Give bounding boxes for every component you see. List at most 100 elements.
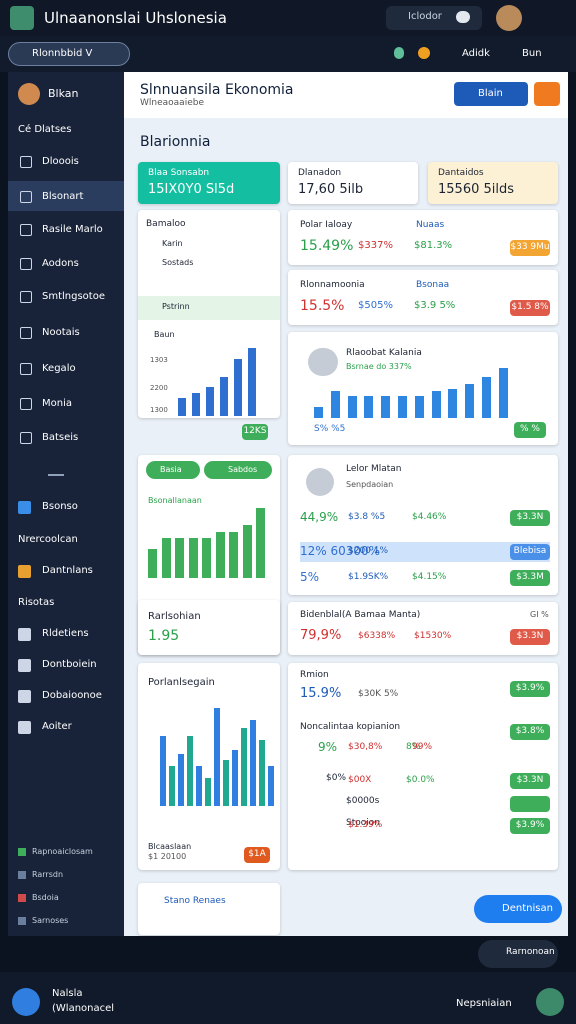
cell: $1.39%: [348, 820, 383, 830]
action[interactable]: Adidk: [462, 48, 490, 59]
bar: [431, 391, 441, 418]
app-title: Ulnaanonslai Uhslonesia: [44, 9, 227, 27]
metric-value: $3.9 5%: [414, 300, 456, 311]
action[interactable]: Bun: [522, 48, 542, 59]
badge: [510, 796, 550, 812]
badge: [510, 818, 550, 834]
metric-value: $337%: [358, 240, 393, 251]
bar: [202, 538, 211, 578]
bar: [220, 377, 228, 416]
badge-text: $1.5 8%: [511, 302, 549, 312]
nav-icon: [20, 327, 32, 339]
badge-text: $1A: [248, 849, 266, 859]
nav-item[interactable]: Rasile Marlo: [42, 224, 103, 235]
badge-text: $3.3N: [516, 775, 544, 785]
bar: [398, 396, 407, 418]
chart-label: Bsonallanaan: [148, 496, 202, 505]
workspace[interactable]: [8, 42, 130, 66]
nav-icon: [18, 501, 31, 514]
card-tag: Bsonaa: [416, 280, 450, 290]
stat-card: [428, 162, 558, 204]
metric-value: $1530%: [414, 631, 452, 641]
badge-text: $3.3N: [516, 631, 544, 641]
pill[interactable]: [204, 461, 272, 479]
legend-dot: [18, 917, 26, 925]
pill[interactable]: [146, 461, 200, 479]
bar: [259, 740, 265, 806]
nav-icon: [20, 191, 32, 203]
bar: [241, 728, 247, 806]
page-subtitle: Wlneaoaaiebe: [140, 98, 204, 108]
nav-item[interactable]: Dontboiein: [42, 659, 97, 670]
search-text: Iclodor: [408, 11, 442, 22]
bar: [256, 507, 265, 578]
cell: $0000s: [346, 796, 380, 806]
nav-item[interactable]: Monia: [42, 398, 72, 409]
bar: [250, 720, 256, 806]
nav-item[interactable]: Aoiter: [42, 721, 72, 732]
bar: [448, 389, 458, 418]
card-title: Polar Ialoay: [300, 220, 353, 230]
pill-text: Basia: [160, 465, 182, 474]
badge-text: $3.3N: [516, 512, 544, 522]
nav-item[interactable]: Rldetiens: [42, 628, 89, 639]
card-title: Stano Renaes: [164, 896, 226, 906]
cell: 12% 60300%: [300, 544, 381, 558]
badge: [510, 570, 550, 586]
bar: [206, 387, 214, 416]
nav-item[interactable]: Batseis: [42, 432, 79, 443]
nav-item[interactable]: Dobaioonoe: [42, 690, 102, 701]
section-title: Blarionnia: [140, 134, 211, 150]
metric-value: 79,9%: [300, 628, 342, 643]
pill-text: Sabdos: [228, 465, 258, 474]
card: [138, 600, 280, 655]
legend-dot: [18, 871, 26, 879]
nav-item[interactable]: Aodons: [42, 258, 79, 269]
bar: [223, 760, 229, 806]
nav-item[interactable]: Dlooois: [42, 156, 79, 167]
icon: [418, 47, 430, 59]
bar: [242, 525, 252, 578]
metric-value: 15.49%: [300, 238, 354, 254]
nav-icon: [20, 224, 32, 236]
nav-icon: [20, 291, 32, 303]
primary-button[interactable]: [454, 82, 528, 106]
bar: [196, 766, 202, 806]
axis-label: 1303: [150, 356, 168, 364]
row-highlight: [138, 296, 280, 320]
illustration: [308, 348, 338, 376]
bar: [160, 736, 166, 806]
cell: 8%: [406, 742, 421, 752]
stat-label: Dlanadon: [298, 168, 342, 178]
nav-item[interactable]: Risotas: [18, 597, 55, 608]
bar: [268, 766, 274, 806]
badge-text: Blebisa: [513, 546, 547, 556]
nav-item[interactable]: Smtlngsotoe: [42, 291, 105, 302]
nav-item[interactable]: Kegalo: [42, 363, 76, 374]
cell: 9%: [318, 740, 338, 754]
app-icon[interactable]: [12, 988, 40, 1016]
cell: $3.8 %5: [348, 512, 386, 522]
nav-item[interactable]: Bsonso: [42, 501, 78, 512]
badge: [510, 773, 550, 789]
stat-value: 15IX0Y0 Sl5d: [148, 182, 235, 197]
cell: $4.46%: [412, 512, 447, 522]
nav-item[interactable]: Nrercoolcan: [18, 534, 78, 545]
stat-value: 17,60 5ilb: [298, 182, 364, 197]
legend-dot: [18, 894, 26, 902]
illustration: [306, 468, 334, 496]
nav-item[interactable]: Dantnlans: [42, 565, 93, 576]
chart-foot: S% %5: [314, 424, 346, 434]
card-foot: Blcaaslaan: [148, 842, 192, 851]
bar: [188, 538, 198, 578]
orange-button[interactable]: [534, 82, 560, 106]
nav-pill[interactable]: [478, 940, 558, 968]
footer-item: Sarnoses: [32, 916, 69, 925]
chart-label: Baun: [154, 330, 175, 339]
card-title: Rmion: [300, 670, 329, 680]
nav-item[interactable]: Blsonart: [42, 191, 84, 202]
stat-card: [288, 162, 418, 204]
action-button[interactable]: [474, 895, 562, 923]
nav-item[interactable]: Nootais: [42, 327, 80, 338]
card-subtitle: Senpdaoian: [346, 480, 394, 489]
